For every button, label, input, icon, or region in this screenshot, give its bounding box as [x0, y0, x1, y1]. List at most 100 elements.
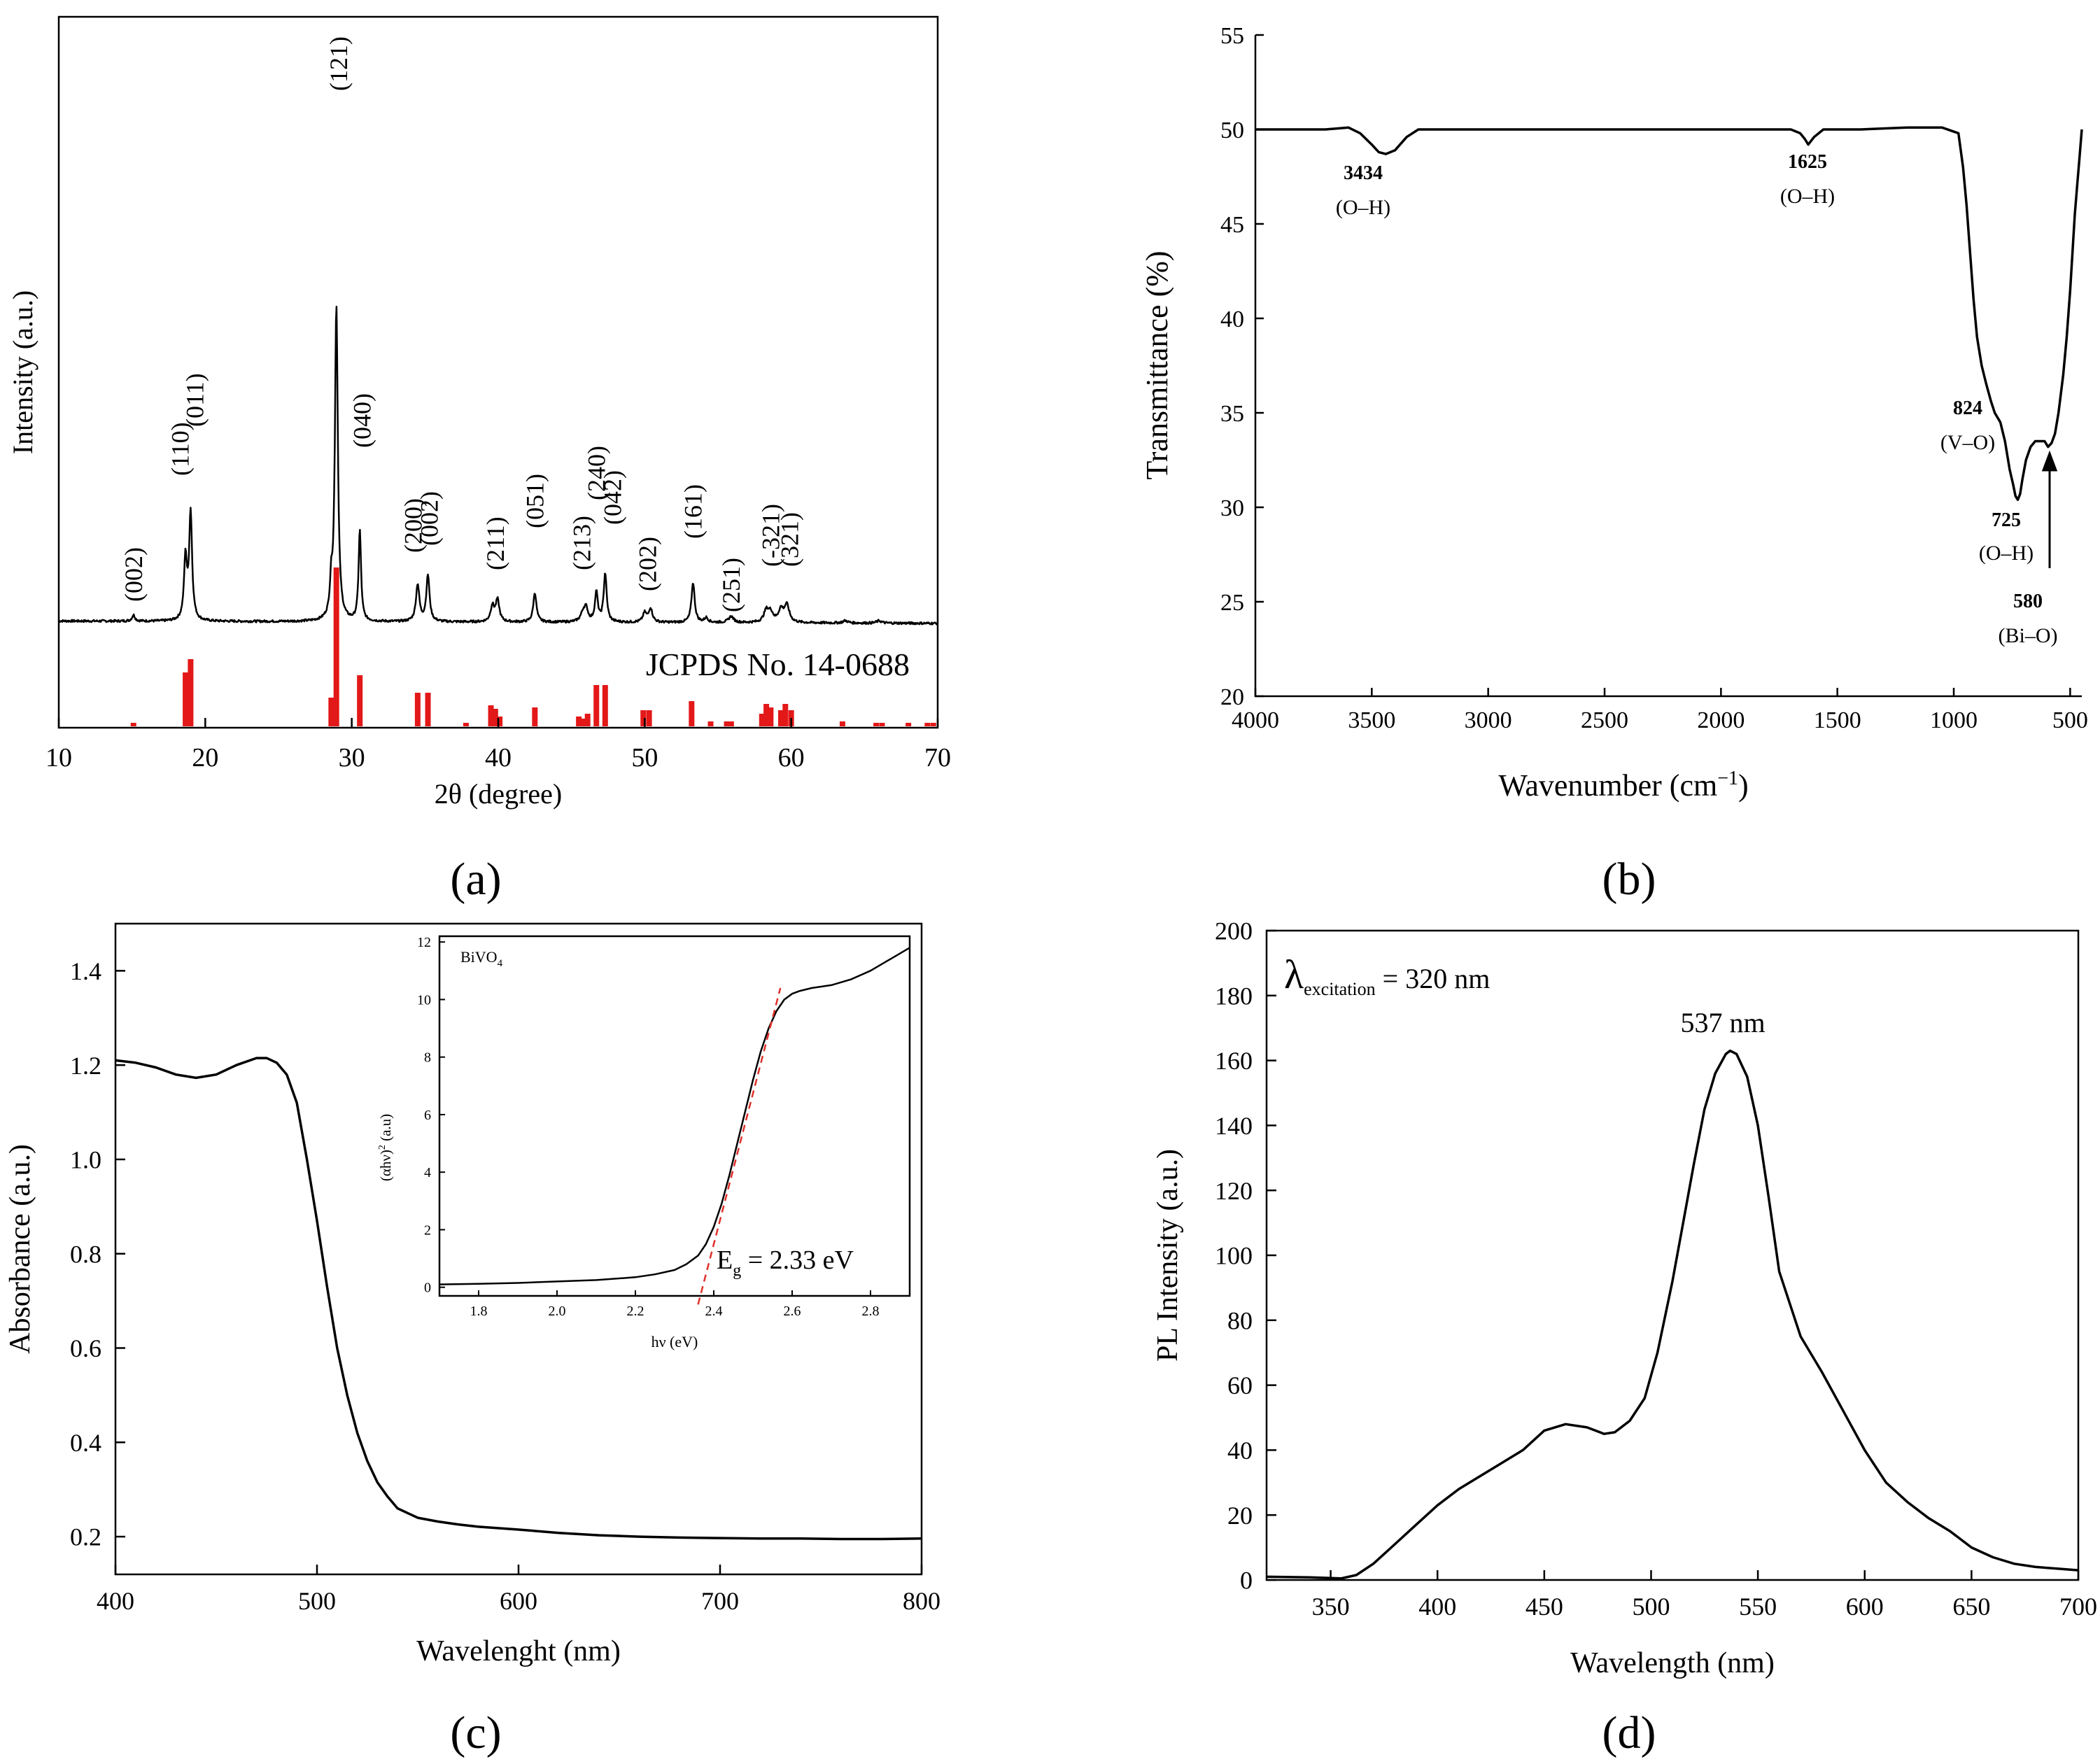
- panel-a-reference-bar: [333, 567, 339, 726]
- panel-a-x-tick-label: 10: [45, 743, 72, 772]
- panel-a-x-axis-ticks: 10 20 30 40 50 60 70: [45, 718, 951, 772]
- panel-a-reference-bar: [768, 707, 774, 726]
- panel-b-transmittance-line: [1255, 126, 2083, 501]
- inset-y-tick-label: 12: [417, 935, 431, 950]
- panel-d-x-tick-label: 350: [1312, 1593, 1350, 1621]
- inset-plot-frame: [438, 935, 911, 1297]
- panel-d-y-axis-title: PL Intensity (a.u.): [1152, 1149, 1184, 1362]
- panel-a-reference-bar: [640, 710, 647, 726]
- panel-a-peak-label: (240): [582, 446, 610, 500]
- inset-x-tick-label: 1.8: [470, 1304, 488, 1319]
- panel-a-reference-bar: [488, 705, 494, 726]
- panel-d-y-tick-label: 160: [1215, 1047, 1253, 1075]
- inset-x-tick-label: 2.6: [784, 1304, 801, 1319]
- panel-a-reference-bar: [879, 723, 885, 726]
- panel-a-label: (a): [450, 854, 501, 905]
- panel-d-plot-frame: [1265, 929, 2080, 1581]
- panel-c-y-tick-label: 0.6: [70, 1334, 101, 1362]
- panel-d-x-tick-label: 550: [1739, 1593, 1777, 1621]
- panel-c-x-tick-label: 600: [500, 1587, 537, 1615]
- panel-a-x-tick-label: 30: [339, 743, 365, 772]
- panel-c-x-tick-label: 500: [298, 1587, 336, 1615]
- panel-a-reference-bar: [707, 721, 714, 726]
- panel-a-peak-label: (211): [481, 516, 509, 570]
- panel-b-label: (b): [1602, 854, 1656, 905]
- panel-b-ftir-chart: 4000 3500 3000 2500 2000 1500 1000 500 20 25 30 35 4…: [1140, 23, 2088, 905]
- panel-a-x-tick-label: 50: [631, 743, 658, 772]
- panel-a-y-axis-title: Intensity (a.u.): [7, 290, 38, 454]
- panel-d-y-tick-label: 80: [1227, 1306, 1253, 1334]
- panel-c-absorbance-chart: 400 500 600 700 800 0.2 0.4 0.6 0.8 1.0 1.2 1.4 Wav…: [4, 922, 940, 1758]
- panel-a-reference-bar: [414, 693, 421, 726]
- panel-a-reference-bar: [759, 714, 765, 726]
- panel-d-y-tick-label: 100: [1215, 1242, 1253, 1270]
- panel-b-y-tick-label: 55: [1220, 23, 1244, 49]
- panel-b-peak-group: (O–H): [1780, 185, 1835, 208]
- inset-tauc-line: [439, 947, 910, 1285]
- panel-c-y-tick-label: 0.8: [70, 1240, 101, 1268]
- panel-c-y-tick-label: 1.2: [70, 1052, 101, 1080]
- panel-a-peak-label: (202): [634, 537, 662, 591]
- panel-b-peak-value: 824: [1953, 397, 1982, 419]
- panel-b-x-tick-label: 3000: [1465, 707, 1512, 733]
- panel-a-reference-bar: [463, 723, 469, 726]
- panel-b-peak-group: (O–H): [1979, 542, 2034, 565]
- panel-d-label: (d): [1602, 1707, 1656, 1758]
- panel-b-peak-group: (V–O): [1940, 431, 1995, 454]
- panel-b-axis-ticks: 4000 3500 3000 2500 2000 1500 1000 500 20 25 30 35 4…: [1220, 23, 2088, 733]
- panel-a-reference-bar: [593, 685, 600, 726]
- panel-b-x-tick-label: 2500: [1581, 707, 1628, 733]
- inset-linear-fit-line: [697, 987, 782, 1305]
- panel-b-peak-value: 3434: [1344, 162, 1383, 184]
- panel-d-peak-label: 537 nm: [1680, 1007, 1765, 1038]
- panel-c-y-tick-label: 1.0: [70, 1146, 101, 1174]
- panel-b-peak-labels: 3434 (O–H) 1625 (O–H) 824 (V–O) 725 (O–H) 580 (Bi…: [1336, 151, 2058, 647]
- panel-d-y-tick-label: 40: [1227, 1437, 1253, 1465]
- panel-d-y-tick-label: 180: [1215, 982, 1253, 1010]
- panel-d-pl-line: [1266, 1049, 2079, 1580]
- panel-a-reference-bar: [576, 717, 582, 726]
- panel-b-x-tick-label: 1500: [1814, 707, 1861, 733]
- panel-a-reference-bar: [497, 717, 503, 726]
- panel-c-label: (c): [450, 1707, 501, 1758]
- panel-a-reference-bar: [532, 707, 538, 726]
- panel-a-peak-label: (002): [416, 491, 444, 546]
- panel-a-plot-frame: [57, 15, 939, 729]
- inset-x-tick-label: 2.4: [705, 1304, 723, 1319]
- panel-a-peak-labels: (002)(110)(011)(121)(040)(200)(002) (211)…: [120, 36, 804, 612]
- panel-c-x-tick-label: 700: [701, 1587, 739, 1615]
- panel-d-y-tick-label: 200: [1215, 917, 1253, 945]
- panel-b-peak-value: 725: [1992, 509, 2021, 531]
- inset-y-tick-label: 6: [424, 1108, 431, 1123]
- panel-c-y-tick-label: 0.4: [70, 1429, 101, 1457]
- panel-a-peak-label: (200): [400, 498, 428, 553]
- panel-b-y-tick-label: 30: [1220, 495, 1244, 521]
- panel-d-x-tick-label: 600: [1846, 1593, 1884, 1621]
- panel-c-x-axis-title: Wavelenght (nm): [416, 1635, 621, 1667]
- panel-b-x-tick-label: 3500: [1348, 707, 1395, 733]
- panel-a-peak-label: (042): [598, 470, 626, 525]
- panel-c-x-tick-label: 400: [97, 1587, 134, 1615]
- panel-a-peak-label: (011): [181, 373, 209, 427]
- panel-a-reference-bar: [584, 714, 591, 726]
- inset-y-tick-label: 8: [424, 1050, 431, 1066]
- panel-d-excitation-label: λexcitation = 320 nm: [1284, 952, 1490, 999]
- panel-b-peak-group: (O–H): [1336, 196, 1390, 219]
- panel-a-reference-bar: [492, 709, 498, 726]
- panel-a-reference-bar: [130, 723, 136, 726]
- panel-a-reference-bar: [728, 721, 734, 726]
- panel-a-peak-label: (251): [717, 558, 745, 612]
- inset-x-tick-label: 2.8: [862, 1304, 880, 1319]
- panel-d-x-axis-title: Wavelength (nm): [1570, 1647, 1775, 1679]
- panel-a-x-tick-label: 20: [192, 743, 218, 772]
- panel-d-axis-ticks: 350 400 450 500 550 600 650 700 0 20 40 60 80 100 120 1…: [1215, 917, 2097, 1621]
- inset-background: [439, 936, 910, 1296]
- inset-axis-ticks: 1.8 2.0 2.2 2.4 2.6 2.8 0 2 4 6 8 10 12: [417, 935, 880, 1319]
- inset-x-tick-label: 2.2: [627, 1304, 644, 1319]
- panel-b-x-tick-label: 500: [2052, 707, 2088, 733]
- inset-y-tick-label: 2: [424, 1222, 431, 1238]
- panel-a-reference-bar: [328, 698, 334, 726]
- panel-a-x-tick-label: 40: [485, 743, 512, 772]
- panel-c-x-tick-label: 800: [903, 1587, 940, 1615]
- panel-b-y-tick-label: 20: [1220, 684, 1244, 710]
